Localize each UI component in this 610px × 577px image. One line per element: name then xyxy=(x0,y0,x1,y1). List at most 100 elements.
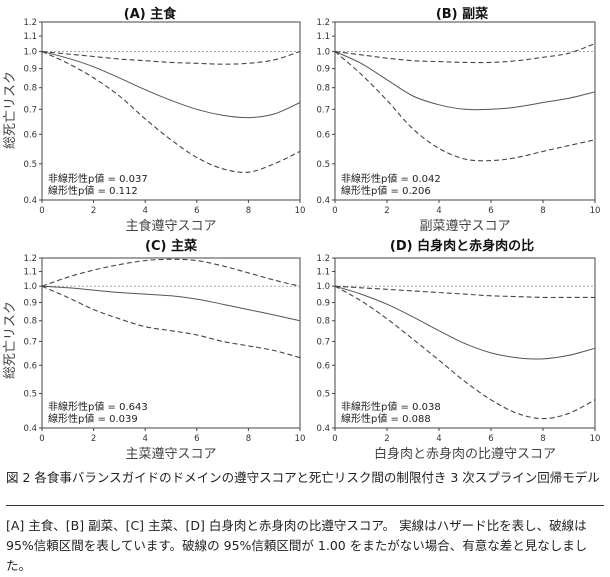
y-tick-label: 1.0 xyxy=(23,48,37,58)
p-value-annotation: 線形性p値 = 0.206 xyxy=(341,184,431,197)
x-tick-label: 4 xyxy=(142,206,147,216)
x-tick-label: 4 xyxy=(436,434,441,444)
x-tick-label: 0 xyxy=(39,434,44,444)
y-tick-label: 0.9 xyxy=(23,299,37,309)
y-tick-label: 0.5 xyxy=(316,389,330,399)
y-tick-label: 0.4 xyxy=(23,424,37,434)
p-value-annotation: 非線形性p値 = 0.038 xyxy=(341,400,441,413)
chart-panel-2: (C) 主菜 0.4 0.5 0.6 0.7 0.8 0.9 1.0 1.1 1.2 0 2 4 6 8 10… xyxy=(3,238,305,462)
x-tick-label: 8 xyxy=(540,434,545,444)
y-tick-label: 0.9 xyxy=(316,65,330,75)
x-tick-label: 0 xyxy=(332,206,337,216)
x-tick-label: 2 xyxy=(91,206,96,216)
panel-title: (C) 主菜 xyxy=(145,238,197,254)
chart-panel-0: (A) 主食 0.4 0.5 0.6 0.7 0.8 0.9 1.0 1.1 1.2 0 2 4 6 8 10… xyxy=(3,6,305,234)
hazard-ratio-line xyxy=(41,51,301,119)
y-tick-label: 1.1 xyxy=(316,267,330,277)
confidence-bound-line xyxy=(41,285,301,359)
y-tick-label: 0.7 xyxy=(316,337,330,347)
caption-divider xyxy=(6,505,604,506)
plot-frame xyxy=(334,21,596,201)
y-tick-label: 0.5 xyxy=(316,160,330,170)
panel-title: (D) 白身肉と赤身肉の比 xyxy=(390,238,534,254)
y-tick-label: 0.8 xyxy=(316,317,330,327)
y-tick-label: 1.1 xyxy=(23,267,37,277)
x-tick-label: 2 xyxy=(91,434,96,444)
y-tick-label: 1.2 xyxy=(316,254,330,264)
x-tick-label: 6 xyxy=(488,434,493,444)
y-tick-label: 0.4 xyxy=(23,196,37,206)
y-tick-label: 1.0 xyxy=(316,48,330,58)
x-tick-label: 10 xyxy=(295,206,306,216)
x-tick-label: 8 xyxy=(540,206,545,216)
y-tick-label: 1.2 xyxy=(23,18,37,28)
plot-frame xyxy=(41,21,301,201)
panel-title: (A) 主食 xyxy=(124,6,177,22)
hazard-ratio-line xyxy=(41,285,301,322)
y-tick-label: 1.0 xyxy=(316,282,330,292)
y-tick-label: 0.4 xyxy=(316,424,330,434)
x-tick-label: 10 xyxy=(295,434,306,444)
confidence-bound-line xyxy=(41,51,301,173)
x-tick-label: 10 xyxy=(590,434,601,444)
y-tick-label: 0.4 xyxy=(316,196,330,206)
y-tick-label: 0.8 xyxy=(23,317,37,327)
x-axis-label: 主菜遵守スコア xyxy=(125,446,216,462)
plot-frame xyxy=(334,257,596,429)
confidence-bound-line xyxy=(41,258,301,287)
p-value-annotation: 線形性p値 = 0.088 xyxy=(341,412,431,425)
y-tick-label: 0.8 xyxy=(23,84,37,94)
y-tick-label: 0.7 xyxy=(23,337,37,347)
y-axis-label: 総死亡リスク xyxy=(3,301,18,379)
hazard-ratio-line xyxy=(334,51,596,111)
x-axis-label: 白身肉と赤身肉の比遵守スコア xyxy=(374,446,556,462)
figure-panels: (A) 主食 0.4 0.5 0.6 0.7 0.8 0.9 1.0 1.1 1.2 0 2 4 6 8 10… xyxy=(3,6,600,462)
x-tick-label: 6 xyxy=(488,206,493,216)
y-tick-label: 0.6 xyxy=(23,130,37,140)
y-axis-label: 総死亡リスク xyxy=(3,71,18,149)
p-value-annotation: 線形性p値 = 0.112 xyxy=(48,184,138,197)
confidence-bound-line xyxy=(334,285,595,299)
y-tick-label: 0.5 xyxy=(23,389,37,399)
x-tick-label: 8 xyxy=(246,434,251,444)
chart-panel-3: (D) 白身肉と赤身肉の比 0.4 0.5 0.6 0.7 0.8 0.9 1.0 1.1 1.2… xyxy=(316,238,600,462)
x-tick-label: 6 xyxy=(194,206,199,216)
y-tick-label: 1.0 xyxy=(23,282,37,292)
y-tick-label: 0.6 xyxy=(316,361,330,371)
x-axis-label: 副菜遵守スコア xyxy=(419,218,510,234)
panel-title: (B) 副菜 xyxy=(436,6,488,22)
x-axis-label: 主食遵守スコア xyxy=(125,218,216,234)
hazard-ratio-line xyxy=(334,285,596,360)
y-tick-label: 0.6 xyxy=(23,361,37,371)
x-tick-label: 2 xyxy=(384,206,389,216)
confidence-bound-line xyxy=(334,285,596,420)
confidence-bound-line xyxy=(41,50,301,65)
plot-frame xyxy=(41,257,301,429)
y-tick-label: 0.9 xyxy=(316,299,330,309)
y-tick-label: 0.9 xyxy=(23,65,37,75)
figure-caption-title: 図 2 各食事バランスガイドのドメインの遵守スコアと死亡リスク間の制限付き 3 … xyxy=(6,470,600,485)
x-tick-label: 4 xyxy=(436,206,441,216)
p-value-annotation: 非線形性p値 = 0.643 xyxy=(48,400,148,413)
y-tick-label: 1.2 xyxy=(316,18,330,28)
p-value-annotation: 非線形性p値 = 0.037 xyxy=(48,172,148,185)
y-tick-label: 0.6 xyxy=(316,130,330,140)
x-tick-label: 0 xyxy=(39,206,44,216)
y-tick-label: 1.2 xyxy=(23,254,37,264)
x-tick-label: 2 xyxy=(384,434,389,444)
confidence-bound-line xyxy=(334,51,596,162)
x-tick-label: 6 xyxy=(194,434,199,444)
p-value-annotation: 線形性p値 = 0.039 xyxy=(48,412,138,425)
y-tick-label: 1.1 xyxy=(316,32,330,42)
y-tick-label: 0.7 xyxy=(23,105,37,115)
y-tick-label: 0.8 xyxy=(316,84,330,94)
figure-caption-body: [A] 主食、[B] 副菜、[C] 主菜、[D] 白身肉と赤身肉の比遵守スコア。… xyxy=(6,518,588,573)
x-tick-label: 10 xyxy=(590,206,601,216)
x-tick-label: 8 xyxy=(246,206,251,216)
x-tick-label: 4 xyxy=(142,434,147,444)
y-tick-label: 1.1 xyxy=(23,32,37,42)
y-tick-label: 0.7 xyxy=(316,105,330,115)
chart-panel-1: (B) 副菜 0.4 0.5 0.6 0.7 0.8 0.9 1.0 1.1 1.2 0 2 4 6 8 10… xyxy=(316,6,600,234)
p-value-annotation: 非線形性p値 = 0.042 xyxy=(341,172,441,185)
y-tick-label: 0.5 xyxy=(23,160,37,170)
